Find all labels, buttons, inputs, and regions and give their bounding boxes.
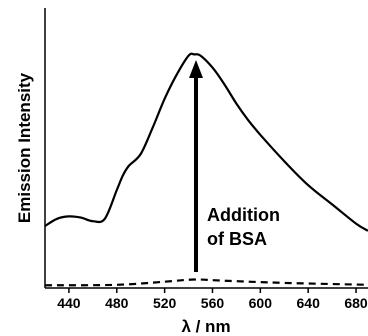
x-tick-label: 640 bbox=[297, 295, 321, 311]
x-axis-title: λ / nm bbox=[181, 317, 230, 336]
x-tick-label: 480 bbox=[105, 295, 129, 311]
annotation-arrow-head bbox=[189, 60, 203, 78]
solid-spectrum-line bbox=[44, 52, 368, 232]
series-layer bbox=[44, 52, 368, 287]
axes bbox=[44, 8, 368, 289]
x-tick-label: 560 bbox=[201, 295, 225, 311]
annotation-line-2: of BSA bbox=[207, 229, 267, 249]
x-tick-label: 520 bbox=[153, 295, 177, 311]
x-tick-label: 600 bbox=[249, 295, 273, 311]
x-tick-label: 680 bbox=[344, 295, 368, 311]
annotation-line-1: Addition bbox=[207, 205, 280, 225]
x-ticks: 440 480 520 560 600 640 680 bbox=[57, 288, 368, 311]
dashed-spectrum-line bbox=[44, 278, 368, 287]
annotation-addition-of-bsa: Addition of BSA bbox=[189, 60, 280, 272]
y-axis-title: Emission Intensity bbox=[15, 72, 34, 223]
x-tick-label: 440 bbox=[57, 295, 81, 311]
